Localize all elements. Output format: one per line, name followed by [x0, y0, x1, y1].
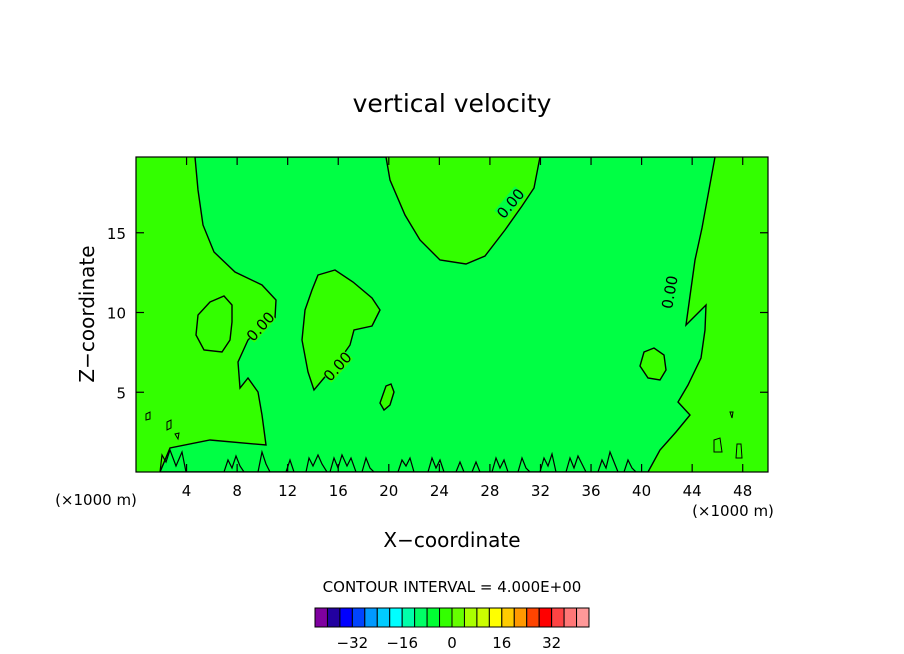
x-unit-label-left: (×1000 m)	[55, 491, 137, 509]
colorbar-swatch	[576, 607, 590, 628]
y-tick-label: 15	[107, 225, 126, 243]
y-axis-ticks: 5 10 15	[107, 225, 768, 402]
colorbar-swatch	[426, 607, 441, 628]
colorbar-swatch	[314, 607, 328, 628]
colorbar-swatch	[513, 607, 528, 628]
island-center-small	[379, 383, 395, 412]
x-tick-label: 12	[278, 482, 297, 500]
island-left	[195, 295, 233, 353]
contour-interval-text: CONTOUR INTERVAL = 4.000E+00	[323, 578, 582, 596]
bottom-bumps	[159, 448, 637, 472]
x-tick-label: 44	[683, 482, 702, 500]
x-tick-label: 48	[733, 482, 752, 500]
colorbar-swatch	[451, 607, 465, 628]
colorbar-swatch	[488, 607, 503, 628]
x-tick-label: 4	[182, 482, 192, 500]
colorbar-tick-label: 0	[447, 634, 457, 652]
x-tick-label: 32	[531, 482, 550, 500]
colorbar-tick-labels: −32 −16 0 16 32	[337, 634, 562, 652]
colorbar-swatch	[339, 607, 353, 628]
colorbar-swatch	[351, 607, 366, 628]
colorbar-swatch	[551, 607, 565, 628]
x-tick-label: 20	[379, 482, 398, 500]
colorbar-swatch	[526, 607, 540, 628]
x-tick-label: 36	[581, 482, 600, 500]
colorbar-tick-label: −32	[337, 634, 369, 652]
colorbar-swatch	[401, 607, 416, 628]
contour-specks	[145, 411, 743, 459]
colorbar-swatch	[364, 607, 378, 628]
colorbar-swatch	[563, 607, 578, 628]
plot-area	[136, 157, 768, 472]
colorbar-tick-label: 32	[542, 634, 561, 652]
y-axis-label: Z−coordinate	[75, 245, 99, 382]
y-tick-label: 10	[107, 305, 126, 323]
plot-frame	[135, 156, 769, 473]
x-unit-label-right: (×1000 m)	[692, 502, 774, 520]
colorbar-swatch	[439, 607, 453, 628]
contour-label-right: 0.00	[658, 274, 682, 310]
x-axis-label: X−coordinate	[383, 528, 520, 552]
chart-title: vertical velocity	[353, 89, 552, 118]
contour-islands	[195, 269, 667, 412]
colorbar-swatch	[376, 607, 391, 628]
colorbar-swatch	[326, 607, 341, 628]
colorbar-swatch	[389, 607, 403, 628]
x-tick-label: 40	[632, 482, 651, 500]
x-axis-ticks: 4 8 12 16 20 24 28 32 36 40 44 48	[182, 157, 752, 500]
x-tick-label: 28	[480, 482, 499, 500]
colorbar-swatch	[476, 607, 490, 628]
colorbar-swatch	[501, 607, 515, 628]
colorbar-swatch	[463, 607, 478, 628]
colorbar-swatch	[414, 607, 428, 628]
x-tick-label: 8	[232, 482, 242, 500]
x-tick-label: 24	[430, 482, 449, 500]
colorbar-tick-label: 16	[492, 634, 511, 652]
island-right	[639, 347, 667, 381]
colorbar-swatch	[538, 607, 553, 628]
x-tick-label: 16	[329, 482, 348, 500]
colorbar-tick-label: −16	[386, 634, 418, 652]
colorbar	[314, 607, 590, 628]
y-tick-label: 5	[116, 384, 126, 402]
